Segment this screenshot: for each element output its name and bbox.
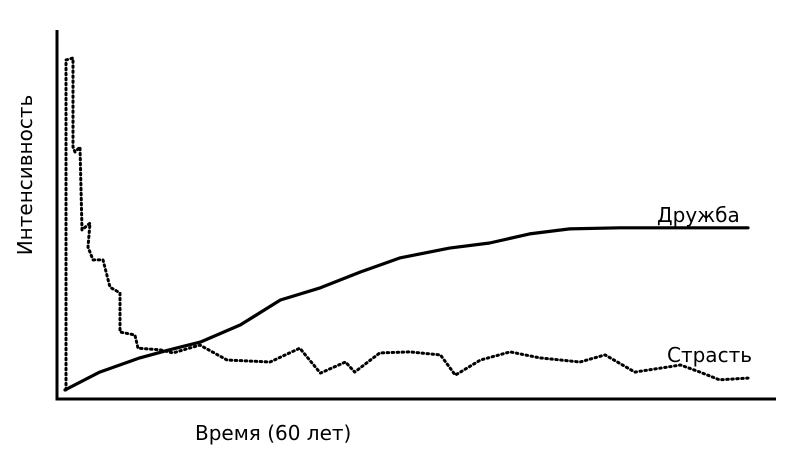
- legend-label-strast: Страсть: [667, 343, 752, 367]
- legend-label-druzhba: Дружба: [657, 203, 740, 227]
- axes: [55, 30, 776, 401]
- x-axis-label: Время (60 лет): [195, 421, 351, 445]
- series-line-strast: [64, 56, 750, 392]
- y-axis-label: Интенсивность: [13, 95, 37, 256]
- series-line-druzhba: [63, 226, 750, 392]
